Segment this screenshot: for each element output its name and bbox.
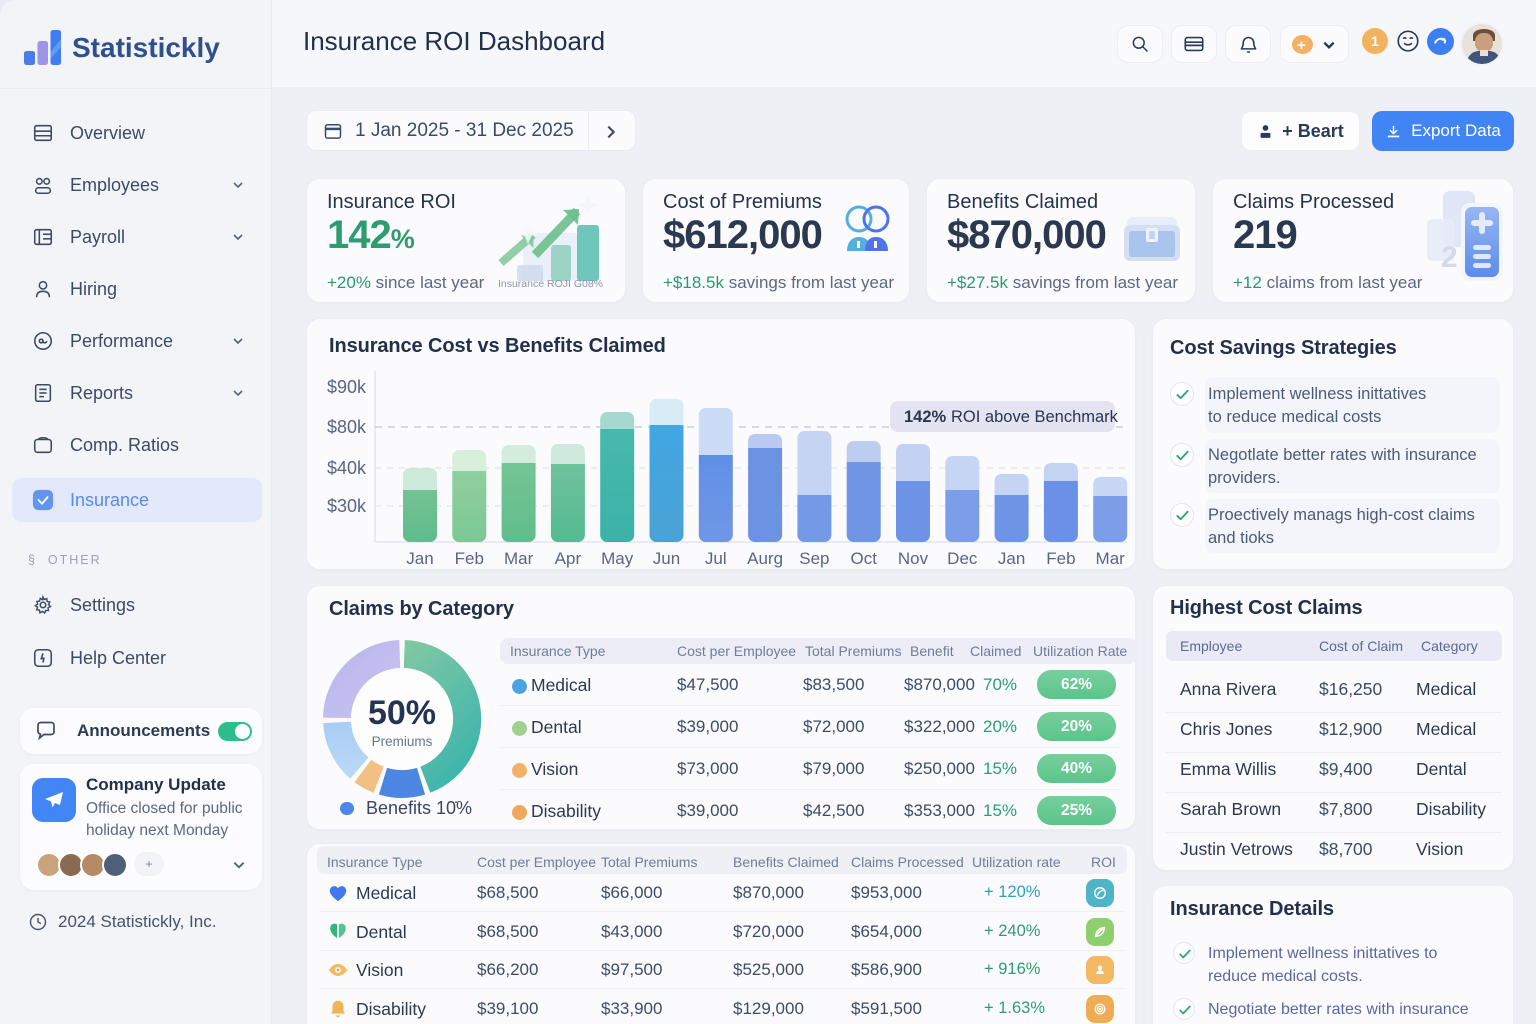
svg-text:Aurg: Aurg: [747, 549, 783, 568]
svg-text:50%: 50%: [368, 694, 436, 732]
svg-text:Oct: Oct: [850, 549, 877, 568]
svg-text:Apr: Apr: [555, 549, 582, 568]
svg-text:2: 2: [1441, 241, 1458, 274]
svg-text:Premiums: Premiums: [372, 734, 433, 749]
svg-text:Dec: Dec: [947, 549, 978, 568]
svg-text:Sep: Sep: [799, 549, 829, 568]
svg-text:Nov: Nov: [898, 549, 929, 568]
svg-text:Mar: Mar: [1096, 549, 1126, 568]
svg-text:Jan: Jan: [998, 549, 1025, 568]
svg-text:Mar: Mar: [504, 549, 534, 568]
svg-text:May: May: [601, 549, 634, 568]
svg-text:Jan: Jan: [406, 549, 433, 568]
svg-text:Jul: Jul: [705, 549, 727, 568]
svg-text:ROI above Benchmark: ROI above Benchmark: [951, 408, 1119, 426]
svg-text:Feb: Feb: [1046, 549, 1075, 568]
svg-text:142%: 142%: [904, 408, 947, 426]
svg-text:Feb: Feb: [455, 549, 484, 568]
svg-text:Jun: Jun: [653, 549, 680, 568]
